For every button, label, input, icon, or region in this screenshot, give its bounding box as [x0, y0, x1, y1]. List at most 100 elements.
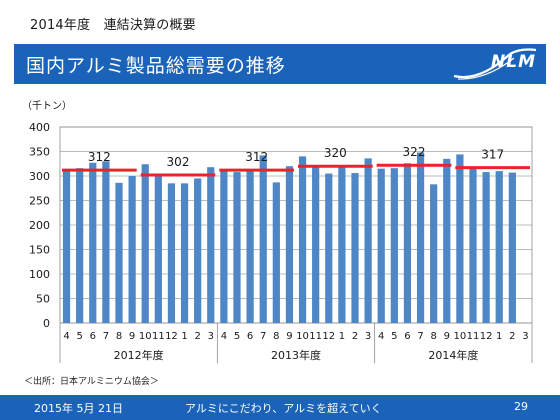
plot-border: [59, 126, 533, 324]
bar: [312, 167, 320, 323]
bar: [285, 166, 294, 323]
top-heading: 2014年度 連結決算の概要: [30, 18, 196, 33]
bar: [325, 173, 333, 323]
x-tick-label: 5: [76, 331, 82, 342]
bar: [207, 167, 215, 323]
year-label: 2012年度: [114, 348, 164, 362]
average-label: 312: [245, 150, 268, 164]
bar: [246, 169, 254, 323]
page-title: 国内アルミ製品総需要の推移: [26, 55, 286, 77]
x-tick-label: 1: [339, 331, 345, 342]
year-label: 2013年度: [271, 348, 321, 362]
footer-bar: 2015年 5月 21日 アルミにこだわり、アルミを超えていく 29: [0, 395, 560, 420]
footer-slogan: アルミにこだわり、アルミを超えていく: [185, 402, 382, 415]
year-label: 2014年度: [428, 348, 478, 362]
bar: [508, 172, 516, 323]
x-tick-label: 12: [480, 331, 493, 342]
y-tick-label: 100: [29, 268, 50, 281]
x-tick-label: 10: [139, 331, 152, 342]
average-label: 322: [403, 145, 426, 159]
x-tick-label: 3: [365, 331, 371, 342]
x-tick-label: 4: [378, 331, 384, 342]
x-tick-label: 4: [221, 331, 227, 342]
x-tick-label: 7: [260, 331, 266, 342]
bar: [220, 171, 228, 323]
bar: [89, 162, 97, 323]
logo-swoosh-icon: [453, 48, 537, 80]
bar: [377, 168, 385, 323]
bar: [102, 161, 110, 323]
average-label: 302: [167, 155, 190, 169]
x-tick-label: 11: [467, 331, 480, 342]
x-tick-label: 1: [496, 331, 502, 342]
average-label: 320: [324, 146, 347, 160]
x-tick-label: 11: [309, 331, 322, 342]
source-note: ＜出所：日本アルミニウム協会＞: [24, 377, 159, 387]
x-tick-label: 8: [116, 331, 122, 342]
x-tick-label: 2: [194, 331, 200, 342]
x-tick-label: 7: [103, 331, 109, 342]
bar: [456, 154, 464, 323]
y-tick-label: 50: [36, 293, 50, 306]
bar: [76, 168, 84, 323]
y-tick-label: 0: [43, 317, 50, 330]
bar: [443, 158, 451, 323]
y-tick-label: 350: [29, 146, 50, 159]
x-tick-label: 6: [247, 331, 253, 342]
x-tick-label: 7: [417, 331, 423, 342]
x-tick-label: 3: [208, 331, 214, 342]
bar: [141, 164, 149, 323]
y-tick-label: 400: [29, 121, 50, 134]
bar: [338, 166, 346, 323]
bar: [430, 184, 438, 323]
y-unit-label: （千トン）: [22, 100, 72, 112]
bar: [128, 176, 136, 323]
x-tick-label: 5: [234, 331, 240, 342]
x-tick-label: 6: [90, 331, 96, 342]
bar: [62, 169, 71, 323]
bar: [194, 178, 202, 323]
logo-text: NLM: [491, 52, 536, 72]
bar: [390, 168, 398, 323]
x-tick-label: 10: [454, 331, 467, 342]
average-label: 312: [88, 150, 111, 164]
bar: [298, 156, 307, 323]
y-tick-label: 250: [29, 195, 50, 208]
x-tick-label: 1: [181, 331, 187, 342]
bar: [495, 171, 503, 323]
x-tick-label: 3: [522, 331, 528, 342]
bar: [154, 173, 162, 323]
footer-date: 2015年 5月 21日: [34, 402, 123, 415]
title-bar: 国内アルミ製品総需要の推移 NLM: [14, 44, 546, 84]
x-tick-label: 10: [296, 331, 309, 342]
x-tick-label: 9: [286, 331, 292, 342]
x-tick-label: 8: [273, 331, 279, 342]
bar: [167, 183, 176, 323]
y-tick-label: 200: [29, 219, 50, 232]
bar: [482, 172, 490, 323]
x-tick-label: 12: [322, 331, 335, 342]
x-tick-label: 8: [430, 331, 436, 342]
y-tick-label: 150: [29, 244, 50, 257]
x-tick-label: 6: [404, 331, 410, 342]
x-tick-label: 12: [165, 331, 178, 342]
bar: [233, 172, 241, 323]
x-tick-label: 5: [391, 331, 397, 342]
x-tick-label: 11: [152, 331, 165, 342]
bar: [416, 152, 425, 323]
bar: [351, 173, 359, 323]
bar: [180, 183, 189, 323]
x-tick-label: 4: [63, 331, 69, 342]
bar: [115, 182, 123, 323]
y-tick-label: 300: [29, 170, 50, 183]
bar: [403, 163, 412, 323]
bar: [259, 155, 267, 323]
average-label: 317: [481, 148, 504, 162]
x-tick-label: 2: [352, 331, 358, 342]
bar: [364, 158, 372, 323]
page-number: 29: [514, 400, 528, 413]
bar: [469, 167, 477, 323]
x-tick-label: 9: [129, 331, 135, 342]
